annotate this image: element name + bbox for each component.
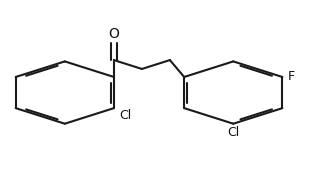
Text: Cl: Cl: [227, 126, 239, 139]
Text: O: O: [109, 27, 119, 41]
Text: F: F: [288, 70, 295, 83]
Text: Cl: Cl: [119, 109, 131, 122]
